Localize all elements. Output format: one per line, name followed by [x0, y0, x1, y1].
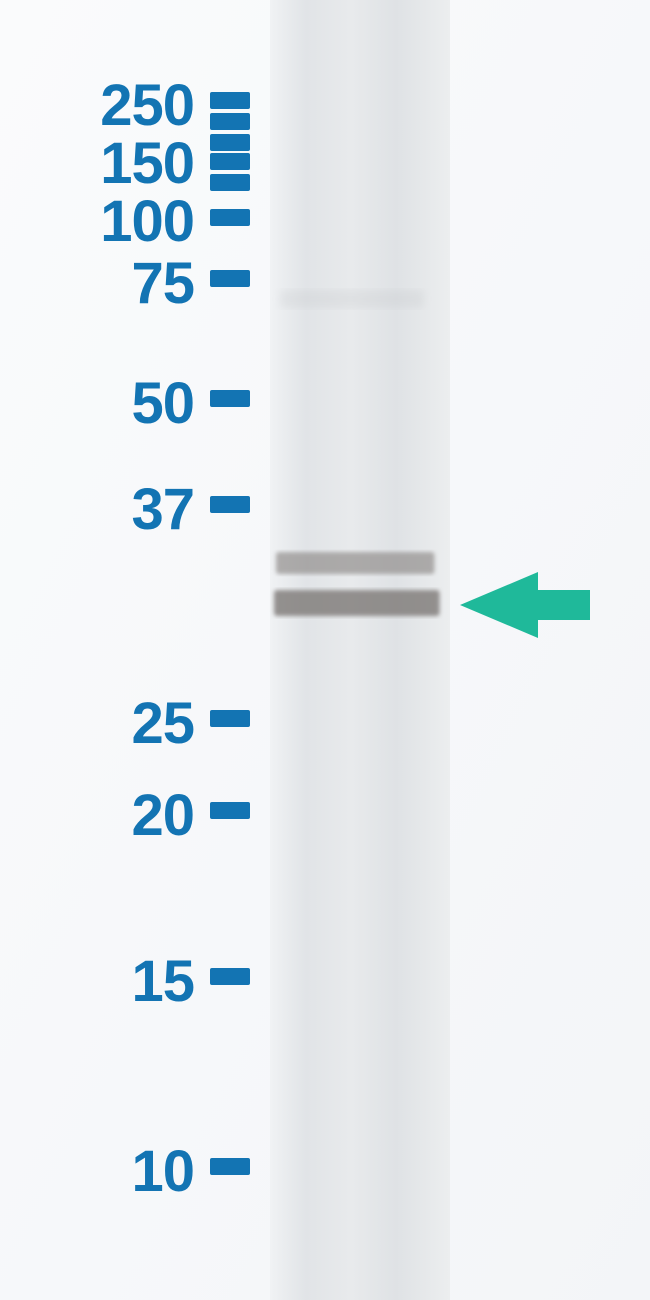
mw-label: 75	[0, 250, 194, 317]
mw-label: 15	[0, 948, 194, 1015]
marker-tick	[210, 92, 250, 109]
marker-tick	[210, 1158, 250, 1175]
marker-tick	[210, 113, 250, 130]
western-blot-figure: 25015010075 50 37 25 20 15 10	[0, 0, 650, 1300]
mw-label: 100	[0, 188, 194, 255]
marker-tick	[210, 209, 250, 226]
mw-label: 250	[0, 72, 194, 139]
mw-label: 20	[0, 782, 194, 849]
marker-tick	[210, 134, 250, 151]
marker-tick	[210, 390, 250, 407]
marker-tick	[210, 496, 250, 513]
mw-label: 37	[0, 476, 194, 543]
marker-tick	[210, 968, 250, 985]
lane	[270, 0, 450, 1300]
marker-tick	[210, 802, 250, 819]
marker-tick	[210, 710, 250, 727]
mw-label: 150	[0, 130, 194, 197]
mw-label: 50	[0, 370, 194, 437]
mw-label: 25	[0, 690, 194, 757]
marker-tick	[210, 174, 250, 191]
protein-band	[276, 552, 434, 574]
protein-band	[274, 590, 440, 616]
mw-label: 10	[0, 1138, 194, 1205]
marker-tick	[210, 153, 250, 170]
marker-tick	[210, 270, 250, 287]
protein-band	[280, 290, 424, 308]
